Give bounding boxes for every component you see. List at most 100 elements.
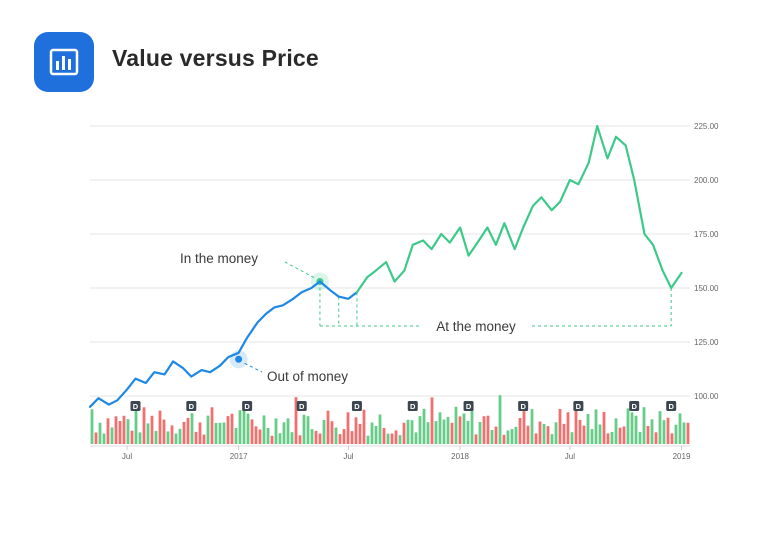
volume-bar (346, 412, 350, 444)
bar-chart-icon (34, 32, 94, 92)
at-money-label: At the money (436, 319, 516, 334)
volume-bar (654, 432, 658, 444)
dividend-badge (351, 401, 362, 411)
dividend-badge (463, 401, 474, 411)
volume-bar (418, 416, 422, 444)
volume-bar (594, 409, 598, 444)
out-money-label: Out of money (267, 369, 348, 384)
volume-bar (298, 435, 302, 444)
volume-bar (354, 417, 358, 444)
volume-bar (682, 422, 686, 444)
y-tick-label: 200.00 (694, 176, 719, 185)
volume-bar (562, 423, 566, 444)
in-money-label: In the money (180, 251, 258, 266)
dividend-marker: D (463, 401, 474, 411)
volume-bar (338, 434, 342, 444)
dividend-badge (573, 401, 584, 411)
volume-bar (466, 420, 470, 444)
volume-bar (398, 435, 402, 444)
volume-bar (614, 418, 618, 444)
y-tick-label: 225.00 (694, 122, 719, 131)
volume-bar (210, 407, 214, 444)
x-tick-label: Jul (122, 452, 132, 461)
volume-bar (142, 407, 146, 444)
volume-bar (658, 411, 662, 444)
volume-bar (170, 425, 174, 444)
volume-bar (242, 408, 246, 444)
volume-bar (582, 425, 586, 444)
volume-bar (150, 415, 154, 444)
volume-bar (302, 414, 306, 444)
out-money-point (235, 355, 243, 363)
volume-bar (178, 428, 182, 444)
volume-bar (358, 423, 362, 444)
volume-bar (214, 422, 218, 444)
volume-bar (342, 429, 346, 444)
volume-bar (454, 406, 458, 444)
volume-bars (90, 395, 690, 444)
dividend-badge (186, 401, 197, 411)
dividend-marker: D (296, 401, 307, 411)
volume-bar (610, 432, 614, 444)
dividend-label: D (133, 402, 139, 411)
volume-bar (430, 397, 434, 444)
volume-bar (262, 415, 266, 444)
volume-bar (258, 429, 262, 444)
volume-bar (310, 429, 314, 444)
volume-bar (106, 418, 110, 444)
volume-bar (502, 434, 506, 444)
volume-bar (94, 432, 98, 444)
dividend-badge (296, 401, 307, 411)
annotations: In the money Out of money At the money (180, 251, 672, 384)
series-line (88, 280, 358, 408)
volume-bar (646, 426, 650, 444)
volume-bar (146, 423, 150, 444)
dividend-badge (130, 401, 141, 411)
volume-bar (230, 413, 234, 444)
volume-bar (366, 435, 370, 444)
volume-bar (674, 424, 678, 444)
volume-bar (534, 433, 538, 444)
page-title: Value versus Price (112, 45, 319, 71)
volume-bar (278, 433, 282, 444)
volume-bar (250, 419, 254, 444)
volume-bar (386, 433, 390, 444)
volume-bar (378, 414, 382, 444)
volume-bar (90, 409, 94, 444)
series-line (355, 124, 683, 294)
volume-bar (318, 433, 322, 444)
volume-bar (314, 430, 318, 444)
volume-bar (462, 413, 466, 444)
volume-bar (254, 426, 258, 444)
dividend-badge (666, 401, 677, 411)
volume-bar (558, 409, 562, 444)
volume-bar (550, 434, 554, 444)
grid (90, 125, 690, 450)
x-tick-label: 2018 (451, 452, 469, 461)
y-tick-label: 150.00 (694, 284, 719, 293)
dividend-label: D (244, 402, 250, 411)
volume-bar (294, 397, 298, 444)
volume-bar (350, 431, 354, 444)
dividend-label: D (299, 402, 305, 411)
volume-bar (482, 416, 486, 444)
volume-bar (642, 407, 646, 444)
volume-bar (470, 409, 474, 444)
volume-bar (126, 419, 130, 444)
volume-bar (422, 408, 426, 444)
dividend-label: D (668, 402, 674, 411)
x-tick-label: Jul (565, 452, 575, 461)
volume-bar (686, 422, 690, 444)
y-tick-label: 100.00 (694, 392, 719, 401)
volume-bar (566, 412, 570, 444)
volume-bar (182, 421, 186, 444)
volume-bar (622, 426, 626, 444)
dividend-label: D (410, 402, 416, 411)
axis-labels: 100.00 125.00 150.00 175.00 200.00 225.00 Jul 2… (122, 122, 719, 461)
volume-bar (118, 421, 122, 444)
volume-bar (266, 428, 270, 444)
volume-bar (522, 411, 526, 444)
volume-bar (678, 413, 682, 444)
volume-bar (162, 419, 166, 444)
out-money-connector (244, 362, 263, 373)
